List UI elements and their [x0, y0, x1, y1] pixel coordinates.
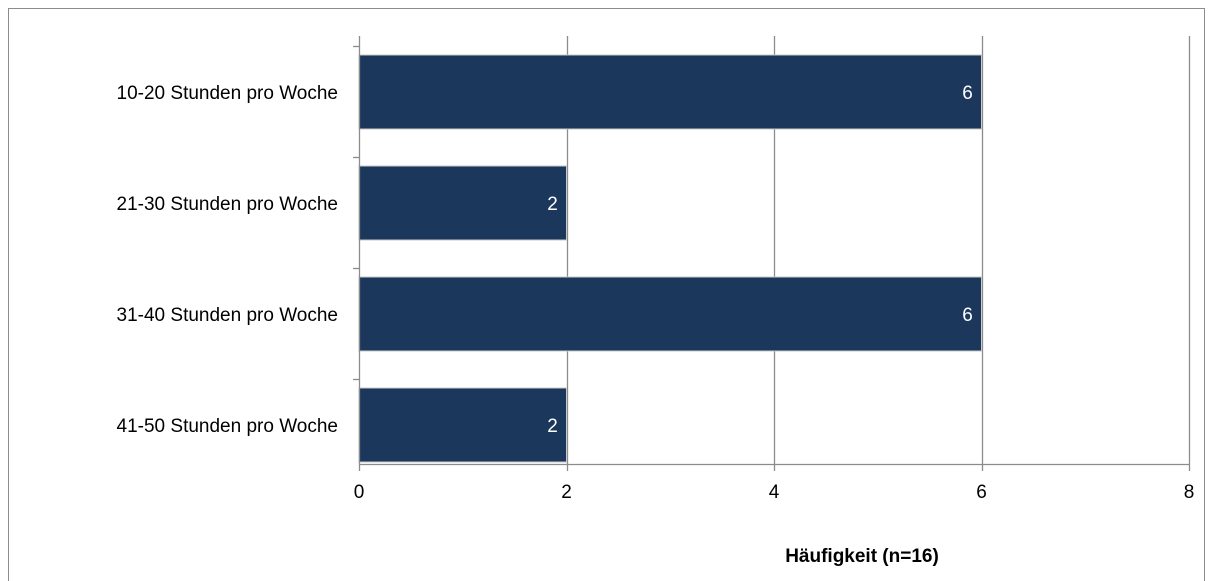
category-label-4: 41-50 Stunden pro Woche	[117, 416, 338, 437]
bar-2	[358, 165, 567, 241]
category-label-3: 31-40 Stunden pro Woche	[117, 305, 338, 326]
bar-1	[358, 54, 982, 130]
category-label-1: 10-20 Stunden pro Woche	[117, 83, 338, 104]
tick-label-x-2: 2	[561, 482, 572, 503]
tick-label-x-8: 8	[1184, 482, 1195, 503]
bar-3	[358, 276, 982, 352]
labels: 0 2 4 6 8 6 10-20 Stunden pro Woche 2 21-30 Stun…	[117, 83, 1195, 503]
bar-4	[358, 387, 567, 463]
bars	[358, 54, 982, 463]
data-label-1: 6	[962, 83, 973, 104]
data-label-2: 2	[547, 194, 558, 215]
x-axis-title: Häufigkeit (n=16)	[785, 546, 939, 567]
axes	[353, 36, 1191, 471]
tick-label-x-0: 0	[354, 482, 365, 503]
data-label-4: 2	[547, 416, 558, 437]
tick-label-x-6: 6	[976, 482, 987, 503]
tick-label-x-4: 4	[769, 482, 780, 503]
category-label-2: 21-30 Stunden pro Woche	[117, 194, 338, 215]
data-label-3: 6	[962, 305, 973, 326]
